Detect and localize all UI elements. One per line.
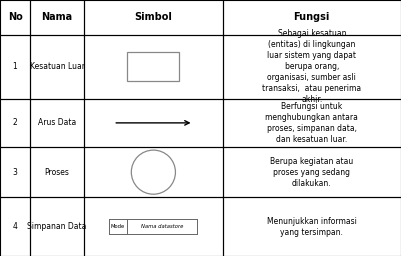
Text: Simbol: Simbol [134, 12, 172, 22]
Text: No: No [8, 12, 22, 22]
Text: Mode: Mode [111, 224, 125, 229]
FancyBboxPatch shape [128, 52, 179, 81]
Text: Nama: Nama [42, 12, 73, 22]
Text: 2: 2 [13, 118, 17, 127]
Text: 1: 1 [13, 62, 17, 71]
Text: Berupa kegiatan atau
proses yang sedang
dilakukan.: Berupa kegiatan atau proses yang sedang … [270, 157, 353, 188]
Text: Menunjukkan informasi
yang tersimpan.: Menunjukkan informasi yang tersimpan. [267, 217, 357, 237]
Text: Kesatuan Luar: Kesatuan Luar [30, 62, 85, 71]
Text: Berfungsi untuk
menghubungkan antara
proses, simpanan data,
dan kesatuan luar.: Berfungsi untuk menghubungkan antara pro… [265, 102, 358, 144]
Text: Sebagai kesatuan
(entitas) di lingkungan
luar sistem yang dapat
berupa orang,
or: Sebagai kesatuan (entitas) di lingkungan… [262, 29, 361, 104]
Text: Proses: Proses [45, 168, 70, 177]
Text: Fungsi: Fungsi [294, 12, 330, 22]
Text: 4: 4 [12, 222, 18, 231]
Text: 3: 3 [12, 168, 18, 177]
Text: Simpanan Data: Simpanan Data [27, 222, 87, 231]
Ellipse shape [131, 150, 176, 194]
Text: Nama datastore: Nama datastore [141, 224, 183, 229]
Text: Arus Data: Arus Data [38, 118, 76, 127]
